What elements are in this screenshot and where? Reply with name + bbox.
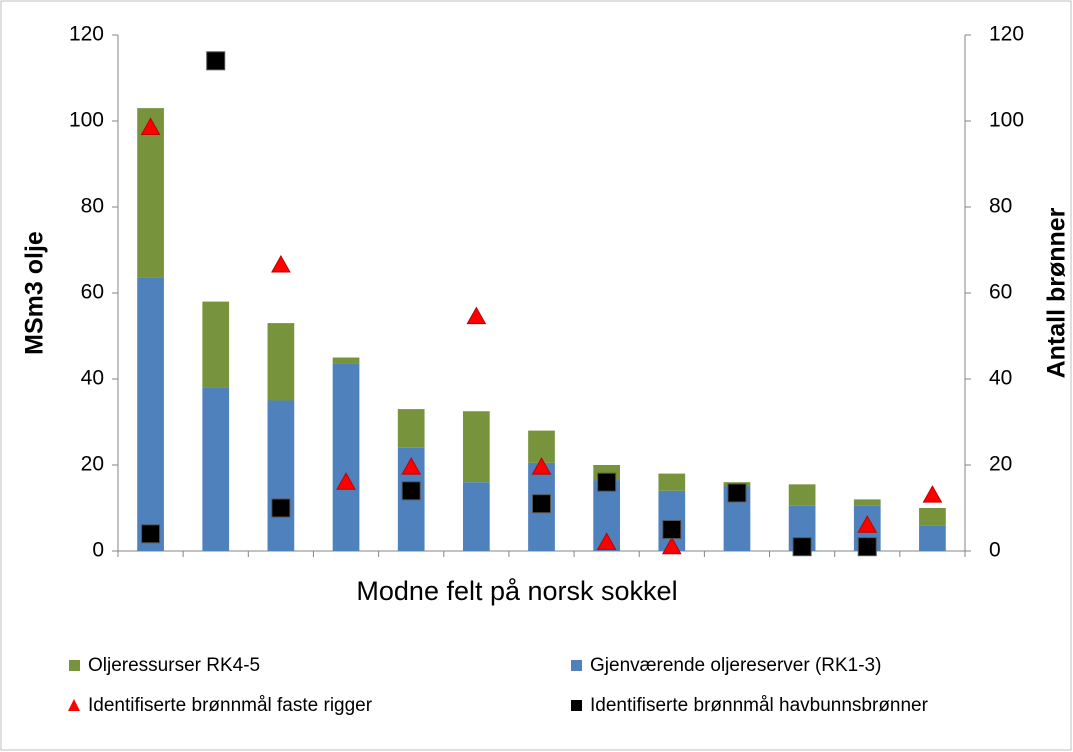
legend-swatch bbox=[571, 700, 582, 711]
y2-tick-label: 80 bbox=[989, 195, 1012, 218]
bar bbox=[853, 499, 881, 506]
legend-swatch bbox=[571, 660, 582, 671]
square-marker bbox=[401, 481, 421, 501]
bar bbox=[397, 409, 425, 448]
legend-label: Oljeressurser RK4-5 bbox=[88, 655, 260, 676]
y2-tick-label: 60 bbox=[989, 281, 1012, 304]
square-marker bbox=[597, 472, 617, 492]
legend-label: Identifiserte brønnmål faste rigger bbox=[88, 695, 373, 716]
legend-swatch bbox=[68, 699, 80, 711]
legend-swatch bbox=[69, 660, 80, 671]
triangle-marker bbox=[401, 457, 422, 475]
square-marker bbox=[532, 494, 551, 514]
bar bbox=[462, 482, 490, 551]
triangle-marker bbox=[661, 536, 682, 555]
y-tick-label: 100 bbox=[69, 109, 104, 132]
bar bbox=[788, 484, 816, 506]
square-marker bbox=[792, 537, 812, 557]
triangle-marker bbox=[857, 515, 878, 533]
square-marker bbox=[206, 51, 226, 71]
bar bbox=[202, 301, 230, 388]
y-tick-label: 0 bbox=[92, 539, 104, 562]
triangle-marker bbox=[531, 457, 552, 475]
bar bbox=[267, 400, 295, 551]
square-marker bbox=[727, 483, 747, 503]
legend-label: Identifiserte brønnmål havbunnsbrønner bbox=[590, 695, 929, 716]
y2-tick-label: 100 bbox=[989, 109, 1024, 132]
bar bbox=[332, 357, 360, 364]
bar bbox=[137, 277, 164, 551]
y-tick-label: 60 bbox=[81, 281, 104, 304]
y2-tick-label: 40 bbox=[989, 367, 1012, 390]
y-tick-label: 20 bbox=[81, 453, 104, 476]
triangle-marker bbox=[336, 472, 356, 490]
triangle-marker bbox=[466, 306, 487, 325]
bar bbox=[658, 473, 686, 491]
y-axis-label: MSm3 olje bbox=[21, 231, 49, 355]
bar bbox=[919, 525, 946, 551]
y2-tick-label: 120 bbox=[989, 23, 1024, 46]
square-marker bbox=[662, 520, 682, 539]
bar bbox=[919, 508, 946, 526]
triangle-marker bbox=[271, 255, 291, 273]
y-tick-label: 120 bbox=[69, 23, 104, 46]
triangle-marker bbox=[596, 532, 617, 550]
bar bbox=[332, 363, 360, 551]
x-axis-label: Modne felt på norsk sokkel bbox=[356, 576, 677, 606]
bar bbox=[267, 323, 295, 401]
square-marker bbox=[857, 537, 877, 557]
y2-tick-label: 20 bbox=[989, 453, 1012, 476]
bar bbox=[202, 387, 230, 551]
y-tick-label: 80 bbox=[81, 195, 104, 218]
bar bbox=[462, 411, 490, 483]
y2-axis-label: Antall brønner bbox=[1043, 207, 1071, 378]
legend-label: Gjenværende oljereserver (RK1-3) bbox=[590, 655, 881, 676]
y-tick-label: 40 bbox=[81, 367, 104, 390]
y2-tick-label: 0 bbox=[989, 539, 1001, 562]
bar bbox=[137, 108, 164, 278]
triangle-marker bbox=[140, 117, 161, 135]
square-marker bbox=[141, 524, 161, 544]
triangle-marker bbox=[922, 485, 943, 503]
square-marker bbox=[271, 498, 291, 518]
